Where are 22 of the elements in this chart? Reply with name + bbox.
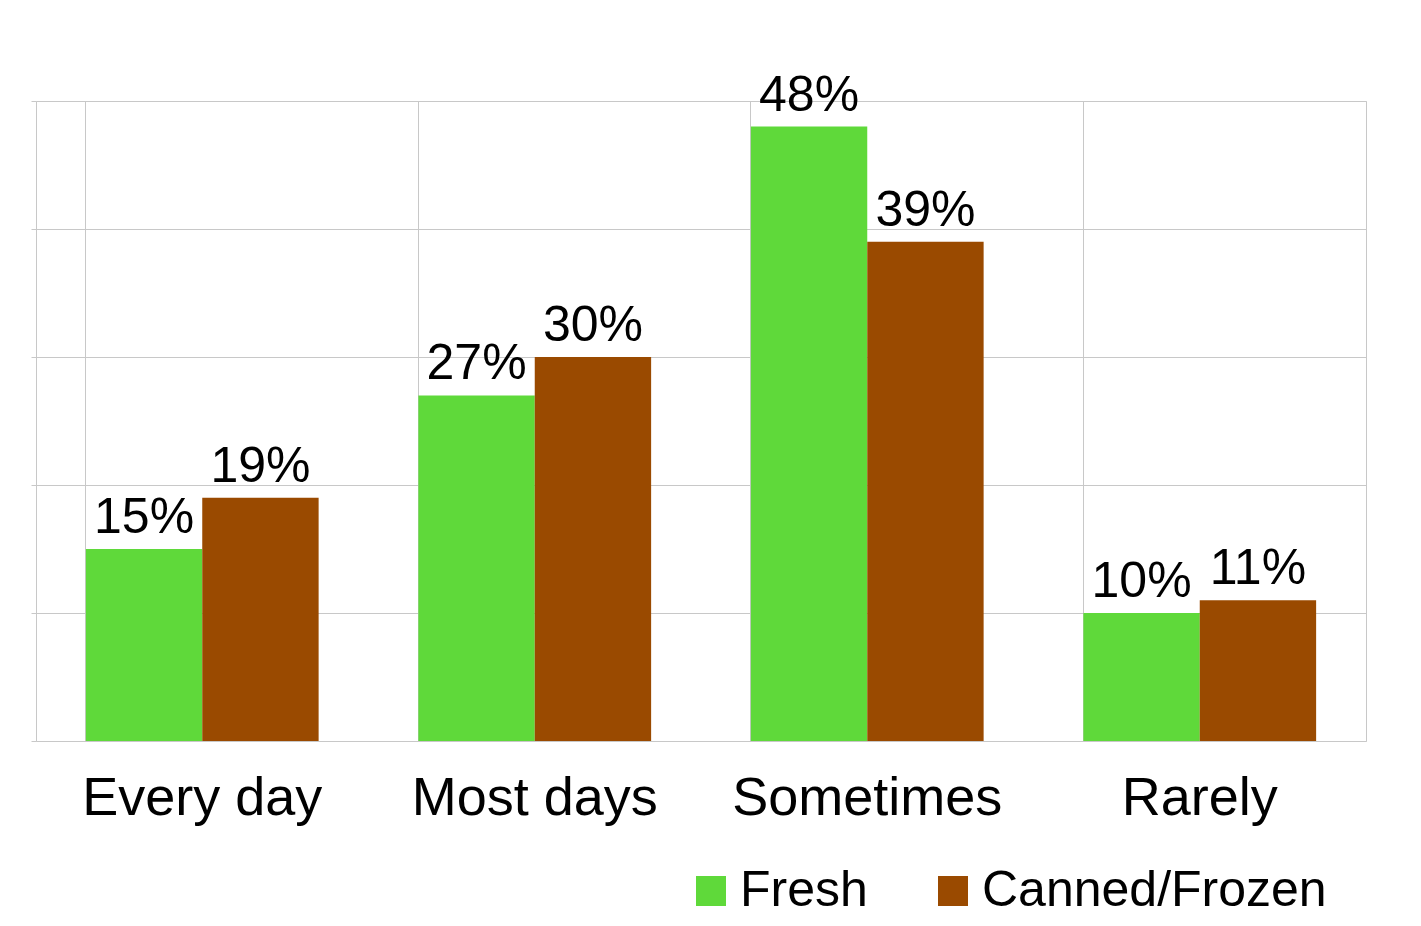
bar [1083,613,1200,741]
bar [750,126,868,741]
data-label: 11% [1209,539,1307,596]
bar [867,241,984,741]
x-tick-label: Every day [82,765,323,826]
bar [418,395,535,741]
bar [85,549,203,741]
x-tick-label: Most days [411,765,658,826]
x-tick-label: Rarely [1121,765,1278,826]
legend-label: Canned/Frozen [982,861,1327,917]
data-label: 27% [426,334,527,391]
data-label: 48% [759,65,860,122]
bar [534,357,652,741]
data-label: 15% [94,488,195,544]
data-label: 30% [542,296,643,352]
x-tick-label: Sometimes [732,765,1003,826]
data-label: 39% [875,180,976,237]
bar [1199,600,1317,741]
legend-label: Fresh [740,861,868,917]
bar [202,497,319,741]
data-label: 19% [210,436,311,493]
data-label: 10% [1091,552,1192,608]
